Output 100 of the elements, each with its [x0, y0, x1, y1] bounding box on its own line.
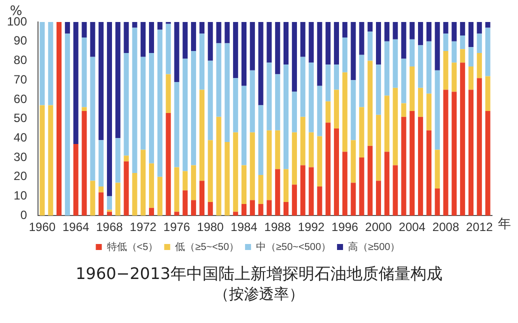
bar [476, 34, 482, 53]
bar [300, 22, 306, 57]
bar [384, 22, 390, 42]
bar [460, 22, 466, 36]
bar [258, 105, 264, 175]
bar [266, 62, 272, 130]
bar [384, 96, 390, 152]
bar [284, 64, 289, 170]
bar [485, 76, 490, 112]
bar [468, 47, 474, 67]
bar [342, 72, 348, 152]
x-tick-label: 1968 [96, 220, 124, 234]
bar [124, 52, 129, 156]
bar [208, 60, 213, 140]
legend-label: 低（≥5~<50） [175, 242, 240, 253]
bar [443, 51, 448, 90]
bar [410, 39, 415, 67]
legend-label: 特低（<5） [106, 240, 158, 253]
bar [334, 22, 339, 65]
bar [284, 169, 289, 202]
bar [166, 24, 171, 74]
y-tick-label: 60 [14, 92, 28, 106]
bar [106, 22, 112, 196]
bar [476, 52, 482, 78]
bar [48, 22, 54, 106]
bar [208, 140, 213, 202]
bar [376, 180, 382, 216]
bar [224, 43, 230, 142]
bar [124, 161, 129, 216]
x-tick-label: 1964 [62, 220, 90, 234]
bar [359, 22, 364, 55]
bar [392, 165, 398, 216]
bar [485, 28, 490, 76]
bar [317, 136, 322, 187]
bar [191, 22, 196, 52]
bar [368, 146, 373, 216]
bar [115, 182, 120, 216]
bar [250, 200, 255, 216]
bar [443, 22, 448, 34]
bar [233, 78, 238, 132]
bar [426, 22, 432, 42]
bar [350, 22, 356, 80]
bar [476, 78, 482, 216]
bar [452, 22, 457, 42]
bar [224, 142, 230, 216]
bar [199, 180, 204, 216]
bar [468, 90, 474, 216]
bar [98, 140, 104, 187]
text: （按渗透率） [213, 285, 305, 304]
bar [166, 112, 171, 216]
bar [308, 132, 314, 168]
bar [82, 107, 87, 112]
x-tick-label: 2012 [466, 220, 494, 234]
bar [233, 132, 238, 212]
bar [166, 74, 171, 113]
bar [401, 116, 406, 216]
x-axis-title: 年 [498, 216, 511, 232]
y-tick-label: 0 [20, 208, 28, 222]
bar [199, 34, 204, 90]
bar [434, 70, 440, 150]
x-tick-label: 1992 [298, 220, 325, 234]
bar [401, 103, 406, 117]
bar [468, 66, 474, 90]
bar [426, 130, 432, 216]
bar [460, 62, 466, 216]
bar [90, 22, 96, 57]
bar [82, 22, 87, 38]
bar [317, 186, 322, 216]
bar [334, 64, 339, 90]
bar [148, 22, 154, 53]
bar [157, 22, 162, 30]
bar [182, 22, 188, 59]
bar [40, 105, 45, 216]
x-tick-label: 1996 [332, 220, 359, 234]
bar [275, 169, 280, 216]
bar [326, 101, 331, 123]
bar [326, 22, 331, 65]
bar [292, 22, 297, 92]
bar [410, 111, 415, 216]
bar [300, 116, 306, 166]
bar [317, 22, 322, 86]
bar [384, 152, 390, 216]
bar [418, 45, 424, 88]
bar [275, 74, 280, 130]
x-tick-label: 2000 [365, 220, 392, 234]
bar [174, 22, 180, 82]
bar [410, 22, 415, 40]
bar [48, 105, 54, 216]
bar [115, 22, 120, 138]
bar [157, 176, 162, 216]
y-tick-label: 100 [6, 14, 28, 28]
bar [460, 49, 466, 63]
bar [148, 208, 154, 216]
bar [300, 56, 306, 117]
bar [308, 22, 314, 63]
bar [64, 34, 70, 216]
bar [426, 41, 432, 94]
bar [174, 167, 180, 212]
bar [443, 90, 448, 216]
bar [132, 173, 138, 216]
